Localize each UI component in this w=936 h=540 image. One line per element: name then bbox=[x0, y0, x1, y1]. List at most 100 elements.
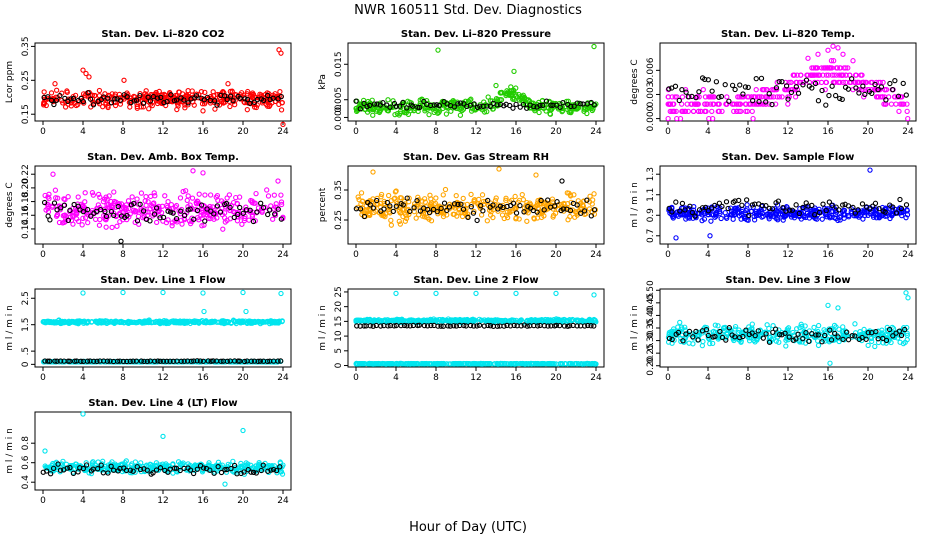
data-point bbox=[509, 88, 515, 94]
data-point bbox=[256, 319, 262, 325]
data-point bbox=[117, 319, 123, 326]
x-tick-label: 4 bbox=[705, 373, 711, 383]
data-point bbox=[896, 108, 902, 114]
data-point bbox=[185, 100, 191, 106]
data-point bbox=[264, 92, 271, 99]
data-point bbox=[224, 96, 230, 103]
data-point bbox=[701, 216, 708, 222]
data-point bbox=[829, 83, 835, 89]
data-point bbox=[277, 89, 283, 95]
data-point bbox=[426, 209, 433, 216]
data-point bbox=[700, 86, 706, 93]
data-point bbox=[131, 200, 137, 206]
data-point bbox=[708, 94, 714, 100]
data-point bbox=[845, 86, 852, 92]
data-point bbox=[58, 205, 64, 211]
data-point bbox=[679, 86, 685, 93]
data-point bbox=[394, 317, 400, 324]
data-point bbox=[746, 94, 752, 100]
data-point bbox=[169, 223, 175, 229]
data-point bbox=[709, 108, 715, 114]
data-point bbox=[485, 322, 491, 329]
data-point bbox=[904, 208, 910, 214]
data-point bbox=[451, 104, 457, 110]
x-tick-label: 24 bbox=[590, 127, 602, 137]
panel-title: Stan. Dev. Line 1 Flow bbox=[100, 275, 225, 286]
data-point bbox=[468, 96, 474, 102]
data-point bbox=[827, 360, 833, 366]
data-point bbox=[458, 318, 465, 324]
data-point bbox=[80, 215, 86, 221]
data-point bbox=[835, 45, 841, 51]
data-point bbox=[699, 205, 706, 211]
data-point bbox=[111, 320, 118, 326]
data-point bbox=[158, 319, 164, 325]
data-point bbox=[511, 68, 517, 75]
data-point bbox=[840, 51, 846, 57]
data-point bbox=[200, 290, 206, 296]
x-tick-label: 16 bbox=[510, 127, 522, 137]
data-point bbox=[766, 91, 772, 97]
data-point bbox=[242, 96, 248, 102]
data-point bbox=[713, 211, 719, 218]
data-point bbox=[125, 198, 132, 204]
data-point bbox=[501, 323, 507, 329]
data-point bbox=[202, 192, 208, 198]
data-point bbox=[89, 189, 96, 196]
data-point bbox=[227, 207, 233, 214]
data-point bbox=[750, 115, 756, 122]
data-point bbox=[580, 318, 586, 324]
data-point bbox=[775, 198, 782, 204]
data-point bbox=[693, 94, 699, 101]
data-point bbox=[185, 193, 191, 199]
data-point bbox=[708, 218, 714, 224]
data-point bbox=[45, 358, 51, 364]
data-point bbox=[815, 98, 822, 104]
data-point bbox=[526, 361, 532, 367]
data-point bbox=[185, 102, 191, 108]
data-point bbox=[354, 323, 360, 329]
data-point bbox=[211, 211, 217, 217]
panel-title: Stan. Dev. Li–820 Temp. bbox=[721, 29, 855, 40]
data-point bbox=[404, 213, 410, 219]
data-point bbox=[278, 93, 284, 100]
series-all-upper bbox=[353, 290, 599, 326]
data-point bbox=[521, 360, 527, 367]
data-point bbox=[52, 187, 59, 193]
data-point bbox=[250, 218, 257, 225]
data-point bbox=[878, 84, 885, 90]
data-point bbox=[485, 94, 491, 100]
data-point bbox=[702, 101, 708, 107]
data-point bbox=[112, 96, 118, 102]
data-point bbox=[507, 102, 513, 109]
data-point bbox=[127, 104, 133, 110]
data-point bbox=[861, 94, 867, 100]
data-point bbox=[396, 112, 402, 118]
data-point bbox=[180, 99, 187, 105]
data-point bbox=[195, 319, 202, 325]
data-point bbox=[819, 87, 825, 94]
panel-title: Stan. Dev. Line 2 Flow bbox=[413, 275, 538, 286]
data-point bbox=[900, 80, 906, 87]
data-point bbox=[587, 318, 593, 324]
data-point bbox=[815, 342, 822, 349]
data-point bbox=[398, 323, 404, 329]
x-tick-label: 16 bbox=[510, 373, 522, 383]
data-point bbox=[751, 213, 757, 220]
data-point bbox=[503, 197, 509, 203]
figure-xlabel: Hour of Day (UTC) bbox=[409, 520, 527, 535]
data-point bbox=[591, 207, 598, 213]
data-point bbox=[833, 204, 839, 210]
data-point bbox=[455, 201, 461, 208]
data-point bbox=[357, 106, 363, 112]
data-point bbox=[376, 109, 383, 116]
data-point bbox=[665, 94, 671, 100]
data-point bbox=[694, 101, 700, 107]
data-point bbox=[682, 207, 688, 213]
data-point bbox=[224, 217, 230, 223]
data-point bbox=[759, 86, 766, 93]
data-point bbox=[115, 203, 121, 210]
data-point bbox=[730, 216, 736, 222]
data-point bbox=[260, 97, 267, 104]
